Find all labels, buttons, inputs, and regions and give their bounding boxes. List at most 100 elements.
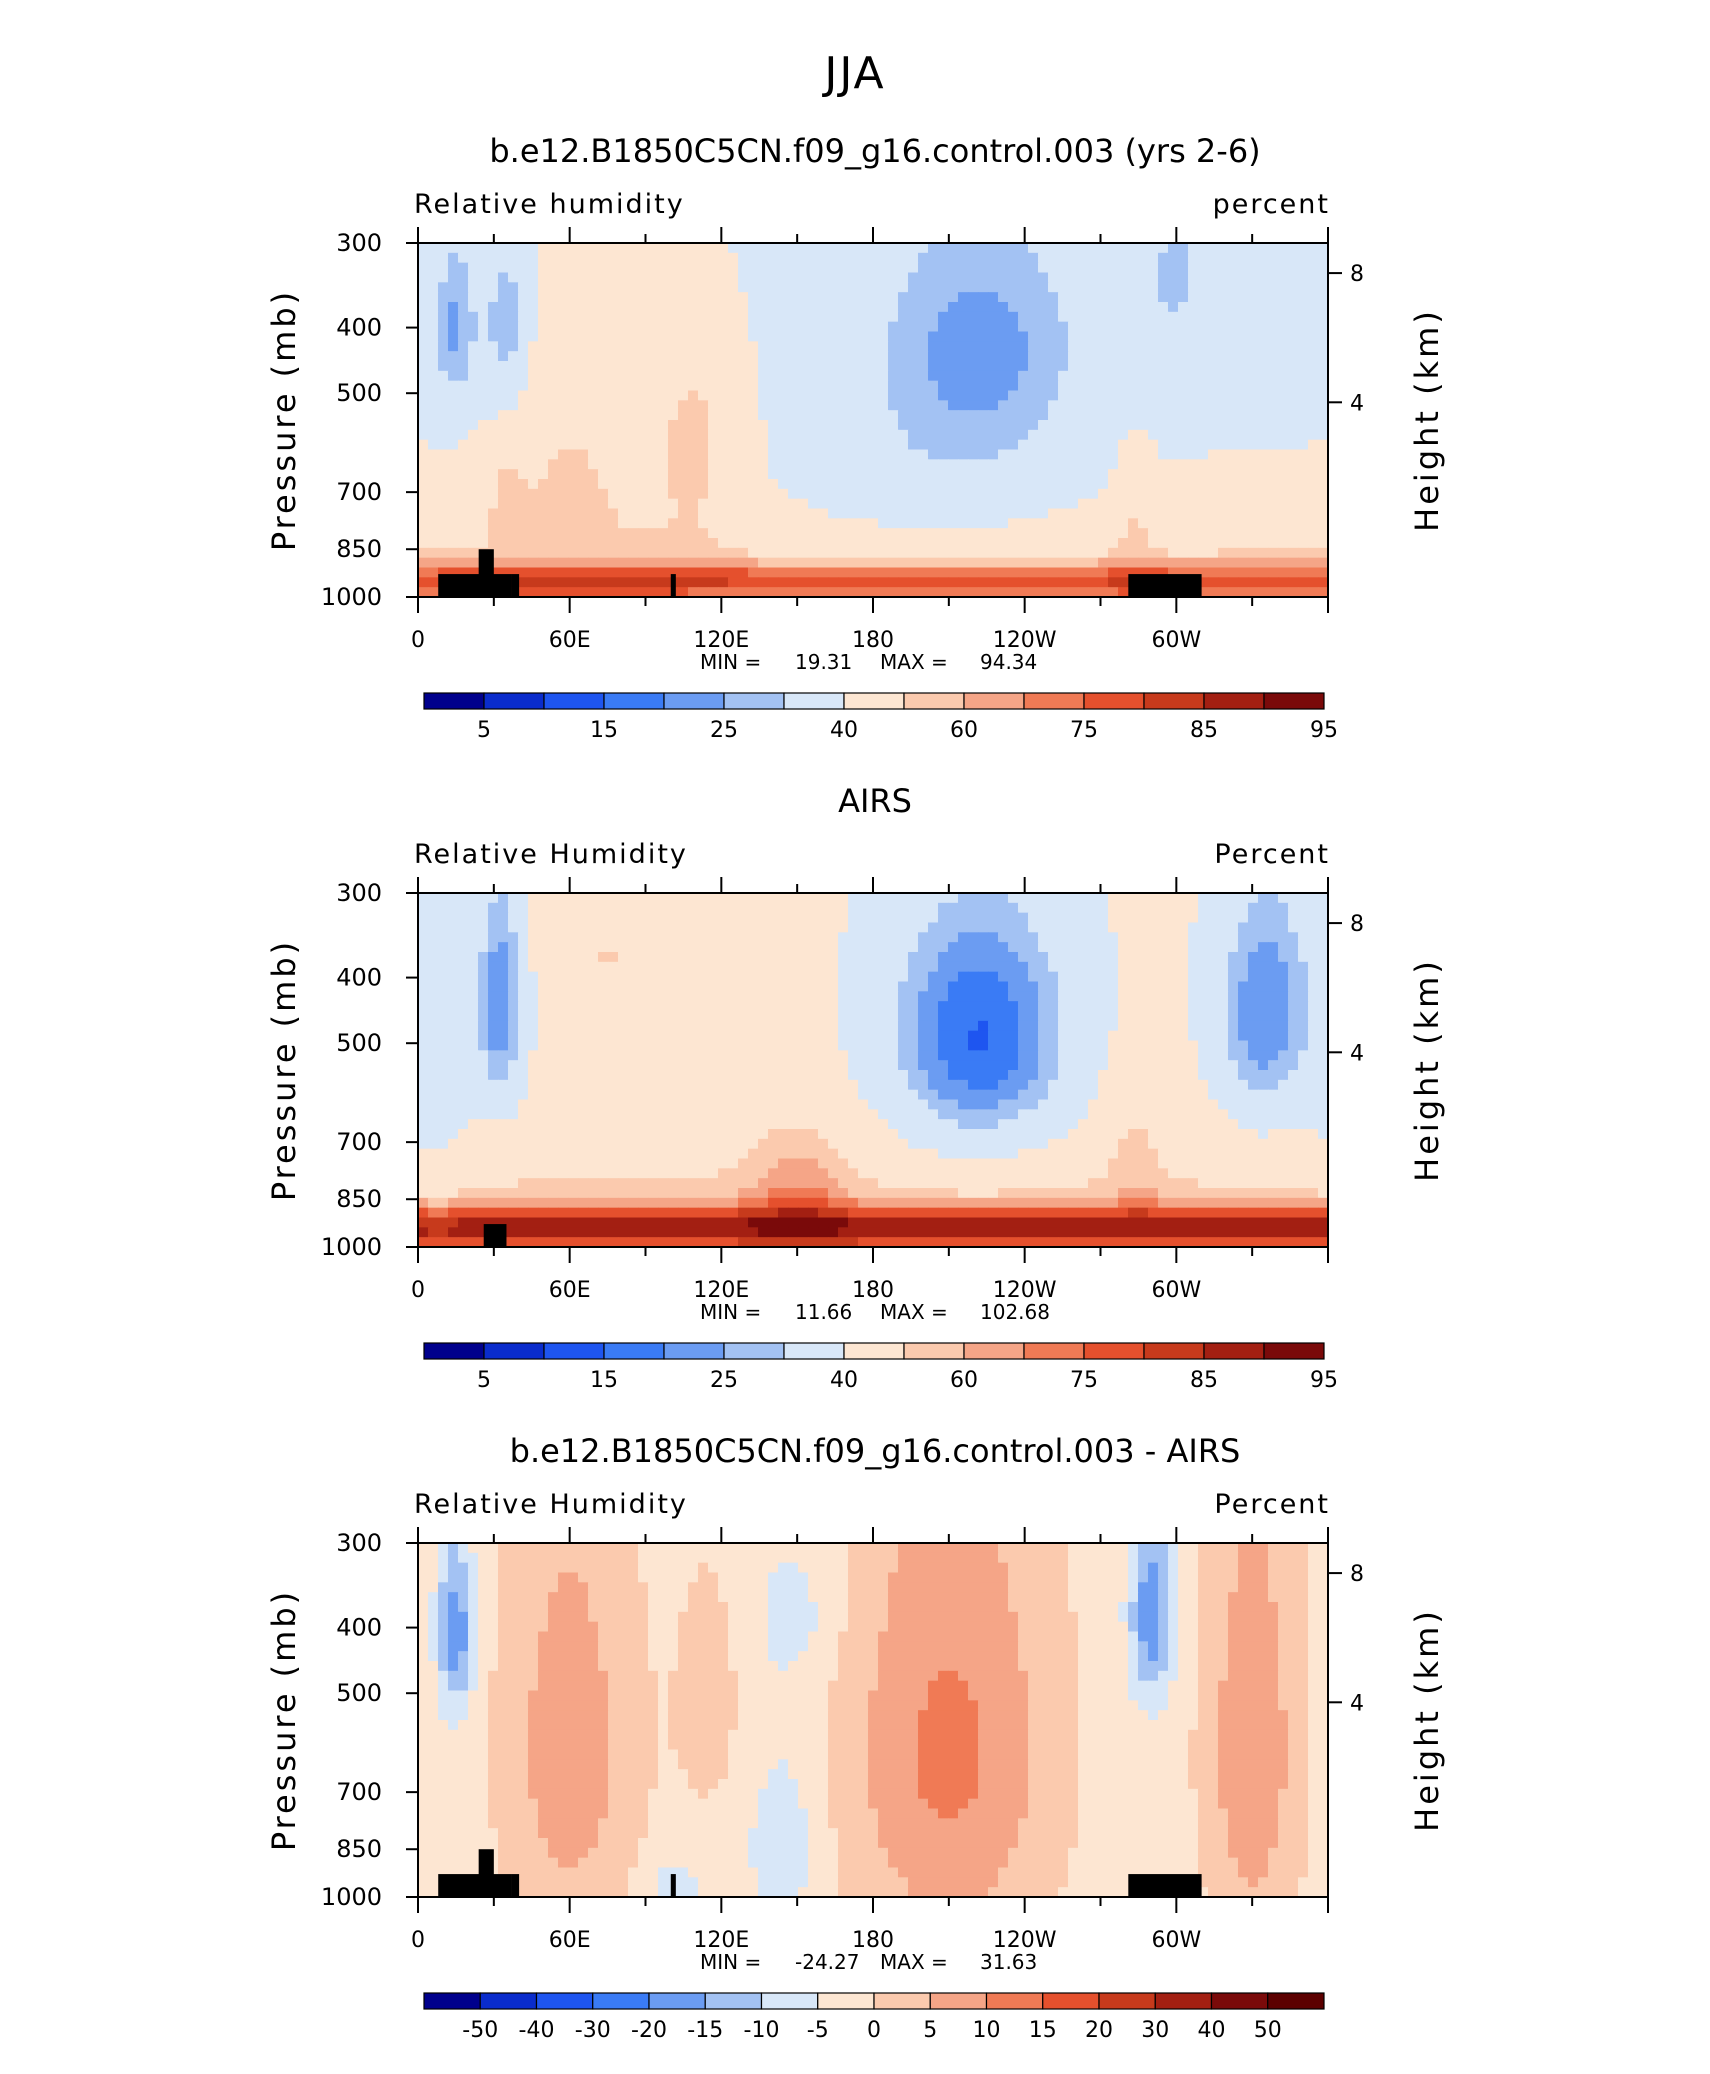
heatmap-cell: [1028, 557, 1039, 569]
heatmap-cell: [808, 292, 819, 303]
heatmap-cell: [578, 351, 589, 362]
heatmap-cell: [1258, 547, 1269, 559]
heatmap-cell: [1138, 449, 1149, 460]
heatmap-cell: [1158, 252, 1169, 264]
heatmap-cell: [798, 361, 809, 372]
heatmap-cell: [1178, 243, 1189, 254]
heatmap-cell: [1008, 1030, 1019, 1042]
heatmap-cell: [958, 971, 969, 983]
heatmap-cell: [528, 498, 539, 510]
heatmap-cell: [708, 538, 719, 549]
heatmap-cell: [1068, 311, 1079, 323]
heatmap-cell: [1158, 528, 1169, 539]
heatmap-cell: [988, 351, 999, 362]
heatmap-cell: [488, 518, 499, 529]
heatmap-cell: [1108, 262, 1119, 274]
heatmap-cell: [1298, 469, 1309, 480]
heatmap-cell: [1108, 1060, 1119, 1071]
heatmap-cell: [528, 932, 539, 943]
heatmap-cell: [928, 302, 939, 313]
heatmap-cell: [1158, 1050, 1169, 1061]
heatmap-cell: [1128, 528, 1139, 539]
heatmap-cell: [978, 390, 989, 401]
heatmap-cell: [738, 331, 749, 342]
heatmap-cell: [698, 1040, 709, 1051]
heatmap-cell: [818, 518, 829, 529]
heatmap-cell: [748, 1060, 759, 1071]
heatmap-cell: [988, 1011, 999, 1022]
heatmap-cell: [758, 272, 769, 283]
heatmap-cell: [1138, 380, 1149, 392]
heatmap-cell: [468, 243, 479, 254]
heatmap-cell: [1238, 1040, 1249, 1051]
heatmap-cell: [1128, 400, 1139, 411]
heatmap-cell: [598, 243, 609, 254]
heatmap-cell: [858, 1030, 869, 1042]
heatmap-cell: [818, 587, 829, 598]
heatmap-cell: [458, 981, 469, 992]
heatmap-cell: [968, 587, 979, 598]
heatmap-cell: [668, 922, 679, 933]
heatmap-cell: [1038, 361, 1049, 372]
heatmap-cell: [468, 961, 479, 973]
heatmap-cell: [628, 1060, 639, 1071]
heatmap-cell: [668, 508, 679, 519]
heatmap-cell: [518, 1020, 529, 1032]
heatmap-cell: [1218, 577, 1229, 588]
heatmap-cell: [938, 488, 949, 500]
heatmap-cell: [548, 429, 559, 441]
heatmap-cell: [1198, 252, 1209, 264]
heatmap-cell: [518, 429, 529, 441]
heatmap-cell: [808, 1030, 819, 1042]
heatmap-cell: [1288, 971, 1299, 983]
heatmap-cell: [428, 361, 439, 372]
heatmap-cell: [948, 282, 959, 293]
heatmap-cell: [1078, 952, 1089, 963]
heatmap-cell: [988, 1030, 999, 1042]
heatmap-cell: [818, 902, 829, 914]
heatmap-cell: [838, 479, 849, 490]
heatmap-cell: [1008, 243, 1019, 254]
heatmap-cell: [698, 420, 709, 431]
heatmap-cell: [1278, 577, 1289, 588]
heatmap-cell: [708, 390, 719, 401]
heatmap-cell: [1158, 518, 1169, 529]
heatmap-cell: [428, 567, 439, 578]
heatmap-cell: [498, 991, 509, 1002]
heatmap-cell: [888, 380, 899, 392]
heatmap-cell: [1288, 331, 1299, 342]
heatmap-cell: [1078, 272, 1089, 283]
heatmap-cell: [768, 912, 779, 924]
heatmap-cell: [1318, 331, 1329, 342]
heatmap-cell: [568, 282, 579, 293]
heatmap-cell: [688, 893, 699, 904]
heatmap-cell: [638, 557, 649, 569]
heatmap-cell: [938, 469, 949, 480]
heatmap-cell: [918, 912, 929, 924]
heatmap-cell: [1188, 518, 1199, 529]
heatmap-cell: [1218, 1011, 1229, 1022]
heatmap-cell: [1188, 893, 1199, 904]
heatmap-cell: [678, 439, 689, 451]
heatmap-cell: [1018, 420, 1029, 431]
heatmap-cell: [1098, 1060, 1109, 1071]
heatmap-cell: [768, 498, 779, 510]
heatmap-cell: [1028, 469, 1039, 480]
heatmap-cell: [528, 1030, 539, 1042]
heatmap-cell: [908, 1001, 919, 1012]
heatmap-cell: [768, 1060, 779, 1071]
heatmap-cell: [418, 1001, 429, 1012]
heatmap-cell: [1048, 252, 1059, 264]
heatmap-cell: [518, 518, 529, 529]
heatmap-cell: [488, 469, 499, 480]
heatmap-cell: [1088, 311, 1099, 323]
heatmap-cell: [1028, 311, 1039, 323]
heatmap-cell: [888, 971, 899, 983]
heatmap-cell: [978, 292, 989, 303]
heatmap-cell: [478, 302, 489, 313]
heatmap-cell: [758, 243, 769, 254]
heatmap-cell: [998, 479, 1009, 490]
heatmap-cell: [568, 1060, 579, 1071]
heatmap-cell: [1088, 469, 1099, 480]
heatmap-cell: [1128, 488, 1139, 500]
